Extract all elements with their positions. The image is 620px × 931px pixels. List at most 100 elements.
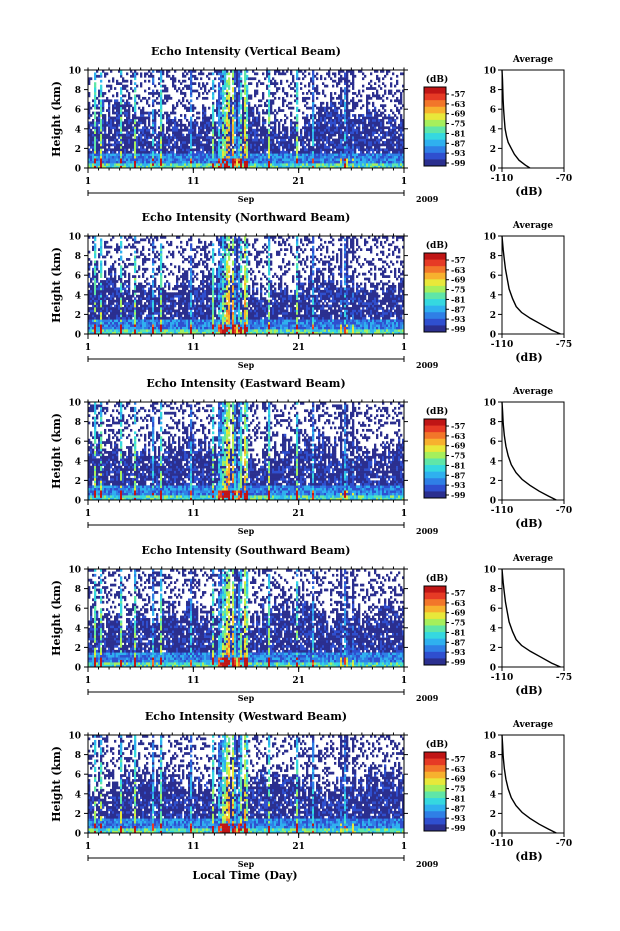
heatmap-cell — [228, 92, 230, 95]
heatmap-cell — [212, 112, 214, 115]
heatmap-cell — [190, 134, 192, 137]
heatmap-cell — [100, 129, 102, 132]
heatmap-cell — [216, 102, 218, 105]
heatmap-cell — [138, 95, 140, 98]
heatmap-cell — [126, 144, 128, 147]
heatmap-cell — [108, 129, 110, 132]
heatmap-cell — [102, 92, 104, 95]
heatmap-cell — [144, 80, 146, 83]
heatmap-cell — [116, 119, 118, 122]
heatmap-cell — [174, 124, 176, 127]
heatmap-cell — [214, 158, 216, 161]
heatmap-cell — [190, 144, 192, 147]
heatmap-cell — [176, 161, 178, 164]
heatmap-cell — [114, 161, 116, 164]
heatmap-cell — [128, 136, 130, 139]
heatmap-cell — [162, 163, 164, 166]
heatmap-cell — [142, 97, 144, 100]
heatmap-cell — [226, 158, 228, 161]
heatmap-cell — [226, 124, 228, 127]
heatmap-cell — [204, 119, 206, 122]
heatmap-cell — [202, 148, 204, 151]
heatmap-cell — [220, 87, 222, 90]
heatmap-cell — [164, 153, 166, 156]
heatmap-cell — [128, 124, 130, 127]
heatmap-cell — [128, 161, 130, 164]
heatmap-cell — [174, 126, 176, 129]
heatmap-cell — [220, 77, 222, 80]
heatmap-cell — [104, 114, 106, 117]
heatmap-cell — [102, 141, 104, 144]
heatmap-cell — [212, 144, 214, 147]
heatmap-cell — [110, 156, 112, 159]
heatmap-cell — [98, 119, 100, 122]
heatmap-cell — [186, 156, 188, 159]
heatmap-cell — [190, 121, 192, 124]
heatmap-cell — [232, 124, 234, 127]
heatmap-cell — [108, 121, 110, 124]
heatmap-cell — [118, 119, 120, 122]
heatmap-cell — [190, 124, 192, 127]
heatmap-cell — [160, 124, 162, 127]
heatmap-cell — [212, 119, 214, 122]
heatmap-cell — [156, 97, 158, 100]
heatmap-cell — [162, 134, 164, 137]
heatmap-cell — [200, 156, 202, 159]
heatmap-cell — [198, 158, 200, 161]
heatmap-cell — [118, 82, 120, 85]
heatmap-cell — [216, 129, 218, 132]
heatmap-cell — [90, 129, 92, 132]
heatmap-cell — [90, 107, 92, 110]
heatmap-cell — [120, 126, 122, 129]
heatmap-cell — [118, 141, 120, 144]
heatmap-cell — [100, 126, 102, 129]
heatmap-cell — [176, 151, 178, 154]
heatmap-cell — [228, 97, 230, 100]
heatmap-cell — [170, 158, 172, 161]
heatmap-cell — [158, 77, 160, 80]
heatmap-cell — [218, 107, 220, 110]
heatmap-cell — [230, 158, 232, 161]
heatmap-cell — [142, 121, 144, 124]
heatmap-cell — [138, 151, 140, 154]
heatmap-cell — [108, 119, 110, 122]
heatmap-cell — [148, 156, 150, 159]
heatmap-cell — [220, 97, 222, 100]
heatmap-cell — [154, 139, 156, 142]
heatmap-cell — [174, 87, 176, 90]
heatmap-cell — [222, 87, 224, 90]
heatmap-cell — [92, 141, 94, 144]
heatmap-cell — [124, 153, 126, 156]
heatmap-cell — [136, 121, 138, 124]
heatmap-cell — [136, 136, 138, 139]
heatmap-cell — [92, 126, 94, 129]
heatmap-cell — [204, 87, 206, 90]
heatmap-cell — [130, 156, 132, 159]
heatmap-cell — [140, 109, 142, 112]
heatmap-cell — [164, 87, 166, 90]
heatmap-cell — [142, 163, 144, 166]
heatmap-cell — [192, 126, 194, 129]
heatmap-cell — [136, 85, 138, 88]
heatmap-cell — [126, 131, 128, 134]
heatmap-cell — [124, 126, 126, 129]
heatmap-cell — [104, 141, 106, 144]
heatmap-cell — [228, 102, 230, 105]
heatmap-cell — [224, 144, 226, 147]
heatmap-cell — [166, 97, 168, 100]
heatmap-cell — [184, 129, 186, 132]
heatmap-cell — [114, 104, 116, 107]
heatmap-cell — [172, 77, 174, 80]
heatmap-cell — [134, 131, 136, 134]
heatmap-cell — [194, 121, 196, 124]
heatmap-cell — [104, 156, 106, 159]
heatmap-cell — [120, 158, 122, 161]
heatmap-cell — [116, 139, 118, 142]
heatmap-cell — [154, 126, 156, 129]
heatmap-cell — [218, 87, 220, 90]
heatmap-cell — [218, 134, 220, 137]
heatmap-cell — [200, 134, 202, 137]
heatmap-cell — [198, 148, 200, 151]
heatmap-cell — [94, 148, 96, 151]
heatmap-cell — [192, 109, 194, 112]
